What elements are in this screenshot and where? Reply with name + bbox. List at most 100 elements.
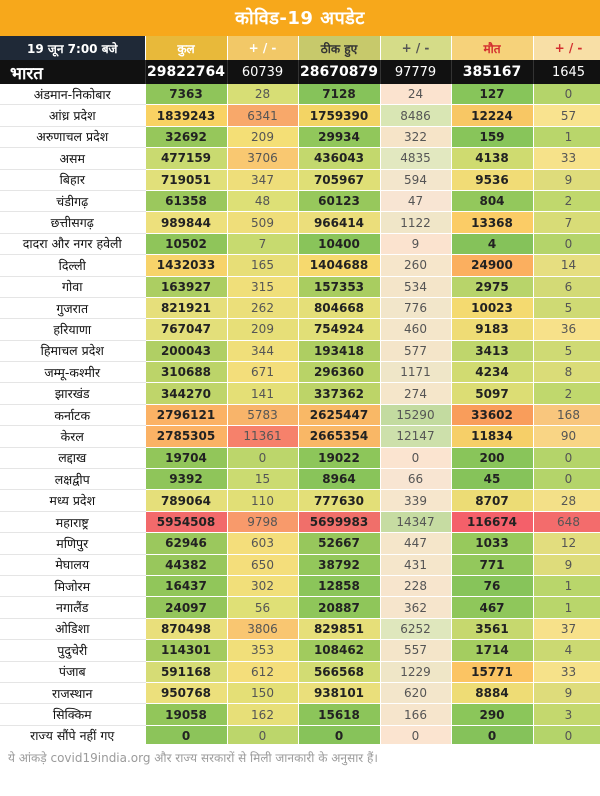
state-name: अरुणाचल प्रदेश (0, 126, 146, 149)
cell-total-change: 0 (227, 725, 299, 748)
india-total: 29822764 (145, 60, 228, 84)
cell-deaths: 76 (451, 575, 534, 598)
cell-deaths-change: 14 (533, 254, 600, 277)
header-deaths-change: + / - (533, 36, 600, 60)
table-row: गुजरात 821921 262 804668 776 10023 5 (0, 297, 600, 320)
cell-cured: 1759390 (298, 104, 381, 127)
cell-total-change: 110 (227, 489, 299, 512)
india-cured-change: 97779 (380, 60, 452, 84)
state-name: हिमाचल प्रदेश (0, 340, 146, 363)
cell-deaths: 4138 (451, 147, 534, 170)
cell-deaths: 8707 (451, 489, 534, 512)
header-total-change: + / - (227, 36, 299, 60)
table-row: पंजाब 591168 612 566568 1229 15771 33 (0, 661, 600, 683)
state-name: गुजरात (0, 297, 146, 320)
cell-total: 989844 (145, 211, 228, 234)
cell-cured-change: 260 (380, 254, 452, 277)
cell-cured-change: 577 (380, 340, 452, 363)
source-note: ये आंकड़े covid19india.org और राज्य सरका… (0, 744, 600, 796)
cell-cured: 1404688 (298, 254, 381, 277)
cell-cured: 754924 (298, 318, 381, 341)
cell-deaths-change: 37 (533, 618, 600, 641)
state-name: दिल्ली (0, 254, 146, 277)
cell-total: 16437 (145, 575, 228, 598)
cell-cured-change: 431 (380, 554, 452, 576)
cell-cured-change: 24 (380, 84, 452, 106)
cell-deaths-change: 168 (533, 404, 600, 427)
cell-cured: 566568 (298, 661, 381, 683)
state-name: गोवा (0, 276, 146, 298)
cell-total-change: 11361 (227, 425, 299, 448)
cell-deaths-change: 1 (533, 126, 600, 149)
state-name: पुदुचेरी (0, 639, 146, 662)
cell-total: 114301 (145, 639, 228, 662)
cell-total-change: 141 (227, 382, 299, 405)
cell-deaths: 5097 (451, 382, 534, 405)
cell-cured: 52667 (298, 532, 381, 555)
cell-deaths-change: 3 (533, 703, 600, 726)
table-row: मिजोरम 16437 302 12858 228 76 1 (0, 575, 600, 598)
cell-deaths-change: 5 (533, 297, 600, 320)
table-row: गोवा 163927 315 157353 534 2975 6 (0, 276, 600, 298)
state-name: मेघालय (0, 554, 146, 576)
cell-total: 7363 (145, 84, 228, 106)
cell-cured-change: 6252 (380, 618, 452, 641)
cell-deaths: 0 (451, 725, 534, 748)
state-name: दादरा और नगर हवेली (0, 233, 146, 256)
cell-deaths: 116674 (451, 511, 534, 534)
cell-deaths-change: 9 (533, 169, 600, 191)
table-row: कर्नाटक 2796121 5783 2625447 15290 33602 168 (0, 404, 600, 427)
cell-cured-change: 534 (380, 276, 452, 298)
state-name: राजस्थान (0, 682, 146, 705)
cell-deaths: 11834 (451, 425, 534, 448)
cell-total: 32692 (145, 126, 228, 149)
cell-deaths-change: 33 (533, 147, 600, 170)
page-title: कोविड-19 अपडेट (0, 0, 600, 36)
cell-deaths-change: 33 (533, 661, 600, 683)
cell-deaths-change: 5 (533, 340, 600, 363)
table-row: मध्य प्रदेश 789064 110 777630 339 8707 28 (0, 489, 600, 512)
cell-total-change: 7 (227, 233, 299, 256)
cell-deaths: 10023 (451, 297, 534, 320)
table-row: राजस्थान 950768 150 938101 620 8884 9 (0, 682, 600, 705)
cell-deaths-change: 0 (533, 725, 600, 748)
cell-deaths-change: 648 (533, 511, 600, 534)
table-row: मणिपुर 62946 603 52667 447 1033 12 (0, 532, 600, 555)
cell-cured: 966414 (298, 211, 381, 234)
cell-deaths-change: 28 (533, 489, 600, 512)
state-name: चंडीगढ़ (0, 190, 146, 213)
cell-cured: 38792 (298, 554, 381, 576)
cell-deaths: 4234 (451, 361, 534, 384)
state-name: हरियाणा (0, 318, 146, 341)
table-row: अंडमान-निकोबार 7363 28 7128 24 127 0 (0, 84, 600, 106)
cell-total-change: 3706 (227, 147, 299, 170)
state-name: छत्तीसगढ़ (0, 211, 146, 234)
state-name: कर्नाटक (0, 404, 146, 427)
cell-total: 767047 (145, 318, 228, 341)
cell-total: 950768 (145, 682, 228, 705)
cell-total-change: 6341 (227, 104, 299, 127)
cell-deaths: 33602 (451, 404, 534, 427)
cell-total-change: 509 (227, 211, 299, 234)
cell-total-change: 347 (227, 169, 299, 191)
cell-deaths: 1033 (451, 532, 534, 555)
state-name: अंडमान-निकोबार (0, 84, 146, 106)
cell-cured: 157353 (298, 276, 381, 298)
table-row: हिमाचल प्रदेश 200043 344 193418 577 3413 5 (0, 340, 600, 363)
state-name: झारखंड (0, 382, 146, 405)
cell-total: 10502 (145, 233, 228, 256)
cell-cured-change: 228 (380, 575, 452, 598)
cell-total: 5954508 (145, 511, 228, 534)
cell-cured: 19022 (298, 447, 381, 470)
state-name: नगालैंड (0, 596, 146, 619)
cell-cured: 829851 (298, 618, 381, 641)
state-name: लद्दाख (0, 447, 146, 470)
cell-cured-change: 14347 (380, 511, 452, 534)
cell-total: 719051 (145, 169, 228, 191)
india-cured: 28670879 (298, 60, 381, 84)
cell-cured: 2665354 (298, 425, 381, 448)
cell-deaths: 8884 (451, 682, 534, 705)
cell-cured-change: 166 (380, 703, 452, 726)
cell-deaths: 9183 (451, 318, 534, 341)
